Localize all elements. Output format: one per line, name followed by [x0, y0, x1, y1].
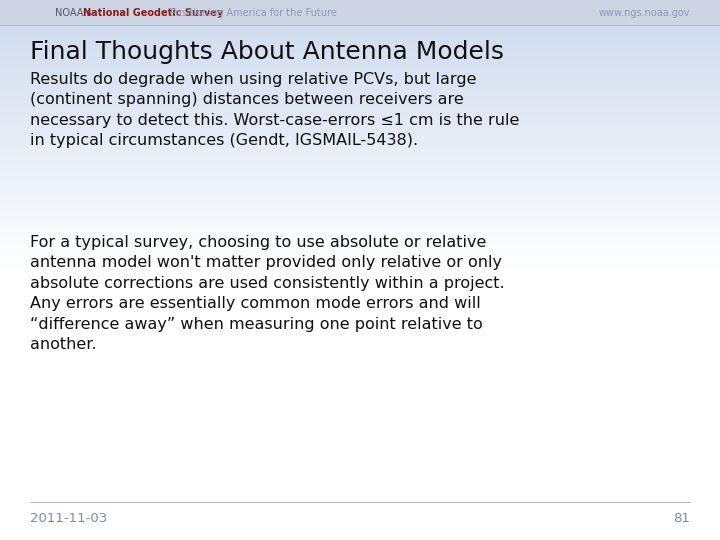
Text: For a typical survey, choosing to use absolute or relative
antenna model won't m: For a typical survey, choosing to use ab…	[30, 235, 505, 352]
Text: National Geodetic Survey: National Geodetic Survey	[83, 8, 223, 18]
Text: Results do degrade when using relative PCVs, but large
(continent spanning) dist: Results do degrade when using relative P…	[30, 72, 519, 148]
Text: Final Thoughts About Antenna Models: Final Thoughts About Antenna Models	[30, 40, 504, 64]
Text: Positioning America for the Future: Positioning America for the Future	[167, 8, 337, 18]
Text: 2011-11-03: 2011-11-03	[30, 511, 107, 524]
Text: 81: 81	[673, 511, 690, 524]
Text: NOAA’s: NOAA’s	[55, 8, 95, 18]
Bar	[0, 0, 720, 25]
Text: www.ngs.noaa.gov: www.ngs.noaa.gov	[598, 8, 690, 18]
